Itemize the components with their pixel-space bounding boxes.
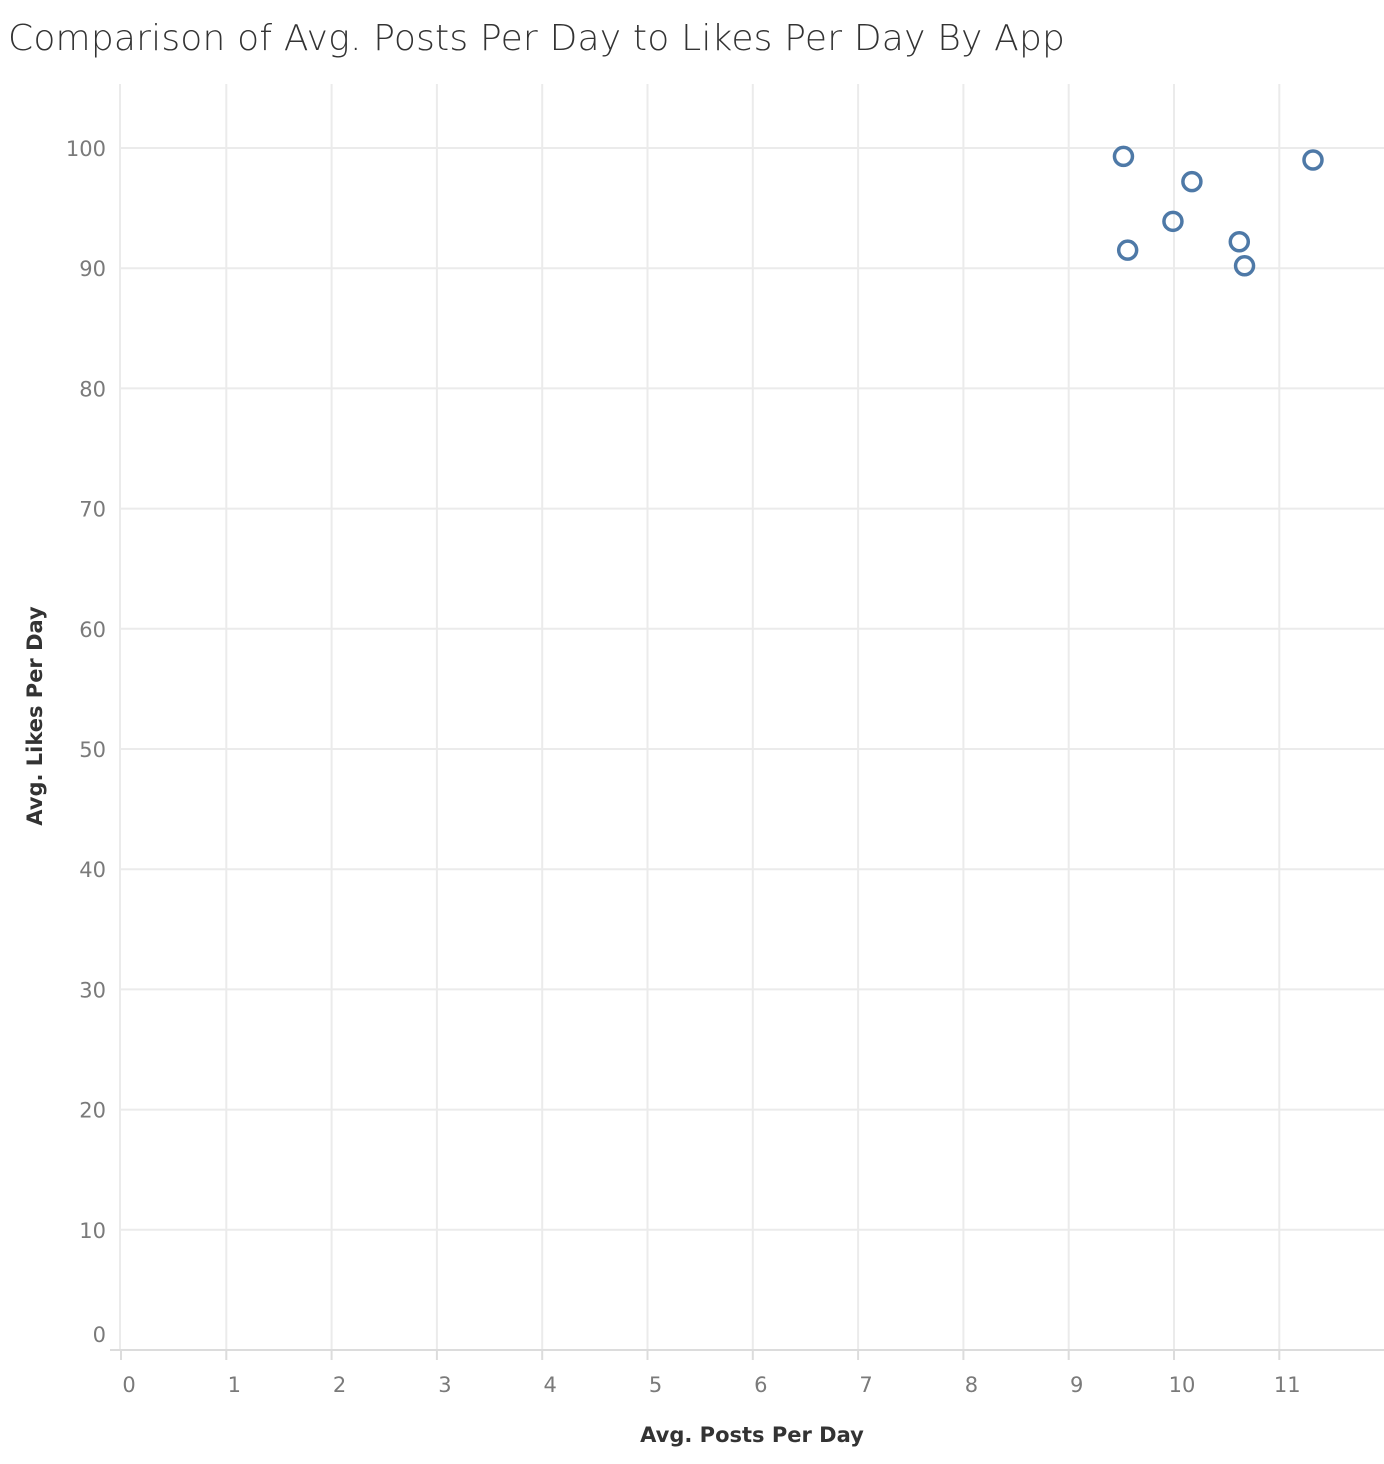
x-axis-title: Avg. Posts Per Day — [640, 1423, 864, 1447]
x-tick-label: 4 — [544, 1373, 557, 1397]
grid-lines — [120, 84, 1384, 1350]
x-tick-label: 1 — [228, 1373, 241, 1397]
axes — [110, 84, 1384, 1360]
scatter-point[interactable] — [1112, 145, 1135, 168]
scatter-point[interactable] — [1228, 231, 1251, 253]
y-tick-label: 60 — [79, 618, 106, 642]
x-tick-label: 3 — [438, 1373, 451, 1397]
x-tick-label: 8 — [965, 1373, 978, 1397]
x-tick-label: 9 — [1070, 1373, 1083, 1397]
y-tick-label: 40 — [79, 858, 106, 882]
y-tick-label: 90 — [79, 257, 106, 281]
scatter-point[interactable] — [1162, 210, 1184, 233]
y-tick-label: 50 — [79, 738, 106, 762]
data-points — [1112, 145, 1324, 277]
scatter-point[interactable] — [1302, 149, 1324, 171]
y-tick-label: 30 — [79, 978, 106, 1002]
x-tick-label: 11 — [1274, 1373, 1301, 1397]
x-tick-label: 2 — [333, 1373, 346, 1397]
x-tick-label: 7 — [859, 1373, 872, 1397]
scatter-point[interactable] — [1116, 239, 1139, 261]
scatter-point[interactable] — [1181, 170, 1203, 193]
chart-title: Comparison of Avg. Posts Per Day to Like… — [8, 18, 1066, 59]
x-tick-label: 5 — [649, 1373, 662, 1397]
y-tick-label: 20 — [79, 1099, 106, 1123]
x-tick-label: 0 — [122, 1373, 135, 1397]
scatter-point[interactable] — [1233, 255, 1256, 277]
y-tick-label: 80 — [79, 377, 106, 401]
y-tick-label: 100 — [66, 137, 106, 161]
x-tick-label: 6 — [754, 1373, 767, 1397]
x-tick-label: 10 — [1169, 1373, 1196, 1397]
y-axis-title: Avg. Likes Per Day — [23, 606, 47, 826]
y-tick-label: 10 — [79, 1219, 106, 1243]
y-tick-label: 0 — [93, 1323, 106, 1347]
tick-labels: 0 1 2 3 4 5 6 7 8 9 10 11 0 10 20 30 40 50 60 70 80 90 100 — [66, 137, 1301, 1397]
y-tick-label: 70 — [79, 498, 106, 522]
